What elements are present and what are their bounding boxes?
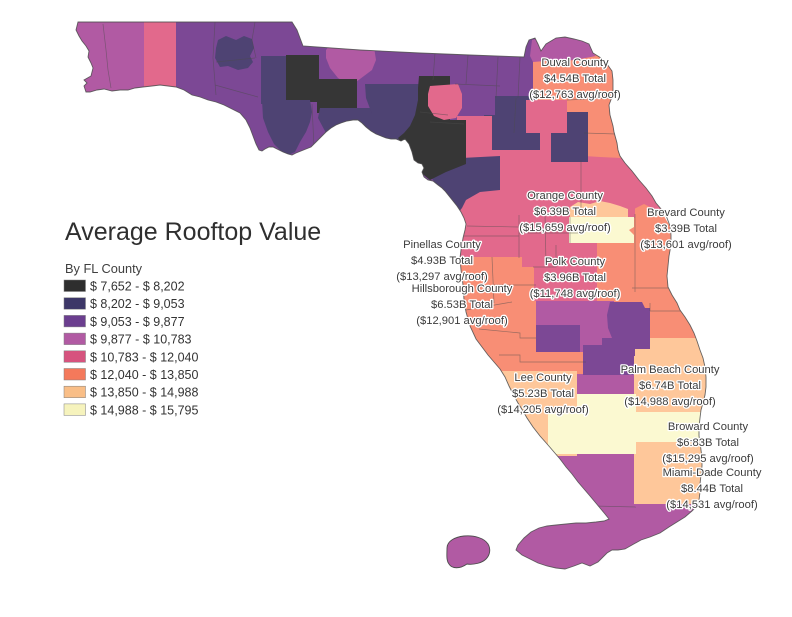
- svg-text:Miami-Dade County: Miami-Dade County: [663, 467, 762, 479]
- svg-text:Average Rooftop Value: Average Rooftop Value: [65, 218, 321, 246]
- svg-text:$ 10,783 - $ 12,040: $ 10,783 - $ 12,040: [90, 350, 198, 364]
- svg-text:($13,601 avg/roof): ($13,601 avg/roof): [640, 239, 732, 251]
- svg-text:Polk County: Polk County: [545, 256, 606, 268]
- svg-text:$4.54B Total: $4.54B Total: [544, 73, 606, 85]
- svg-text:Orange County: Orange County: [527, 190, 603, 202]
- svg-text:$ 12,040 - $ 13,850: $ 12,040 - $ 13,850: [90, 368, 198, 382]
- svg-text:($14,531 avg/roof): ($14,531 avg/roof): [666, 499, 758, 511]
- svg-text:$4.93B Total: $4.93B Total: [411, 255, 473, 267]
- svg-text:$ 14,988 - $ 15,795: $ 14,988 - $ 15,795: [90, 403, 198, 417]
- svg-text:($11,748 avg/roof): ($11,748 avg/roof): [530, 288, 621, 300]
- svg-text:($15,295 avg/roof): ($15,295 avg/roof): [662, 453, 754, 465]
- svg-text:$6.74B Total: $6.74B Total: [639, 380, 701, 392]
- svg-text:$6.39B Total: $6.39B Total: [534, 206, 596, 218]
- svg-text:Broward County: Broward County: [668, 421, 749, 433]
- svg-text:$6.53B Total: $6.53B Total: [431, 299, 493, 311]
- svg-text:($14,205 avg/roof): ($14,205 avg/roof): [497, 404, 589, 416]
- svg-text:Duval County: Duval County: [541, 57, 609, 69]
- svg-text:($14,988 avg/roof): ($14,988 avg/roof): [624, 396, 716, 408]
- svg-text:Hillsborough County: Hillsborough County: [412, 283, 513, 295]
- svg-text:Brevard County: Brevard County: [647, 207, 725, 219]
- svg-text:($13,297 avg/roof): ($13,297 avg/roof): [396, 271, 488, 283]
- svg-text:$ 13,850 - $ 14,988: $ 13,850 - $ 14,988: [90, 386, 198, 400]
- svg-text:Lee County: Lee County: [514, 372, 572, 384]
- svg-text:$6:83B Total: $6:83B Total: [677, 437, 739, 449]
- svg-text:By FL County: By FL County: [65, 261, 143, 276]
- svg-text:Palm Beach County: Palm Beach County: [621, 364, 720, 376]
- svg-text:($15,659 avg/roof): ($15,659 avg/roof): [519, 222, 611, 234]
- svg-text:$3.96B Total: $3.96B Total: [544, 272, 606, 284]
- svg-text:$ 9,877 - $ 10,783: $ 9,877 - $ 10,783: [90, 333, 192, 347]
- svg-text:$3.39B Total: $3.39B Total: [655, 223, 717, 235]
- svg-text:($12,901 avg/roof): ($12,901 avg/roof): [416, 315, 508, 327]
- svg-text:$5.23B Total: $5.23B Total: [512, 388, 574, 400]
- svg-text:Pinellas County: Pinellas County: [403, 239, 481, 251]
- svg-text:$ 7,652 - $ 8,202: $ 7,652 - $ 8,202: [90, 280, 185, 294]
- svg-text:$ 8,202 - $ 9,053: $ 8,202 - $ 9,053: [90, 297, 185, 311]
- svg-text:($12,763 avg/roof): ($12,763 avg/roof): [529, 89, 621, 101]
- svg-text:$8.44B Total: $8.44B Total: [681, 483, 743, 495]
- svg-text:$ 9,053 - $ 9,877: $ 9,053 - $ 9,877: [90, 315, 185, 329]
